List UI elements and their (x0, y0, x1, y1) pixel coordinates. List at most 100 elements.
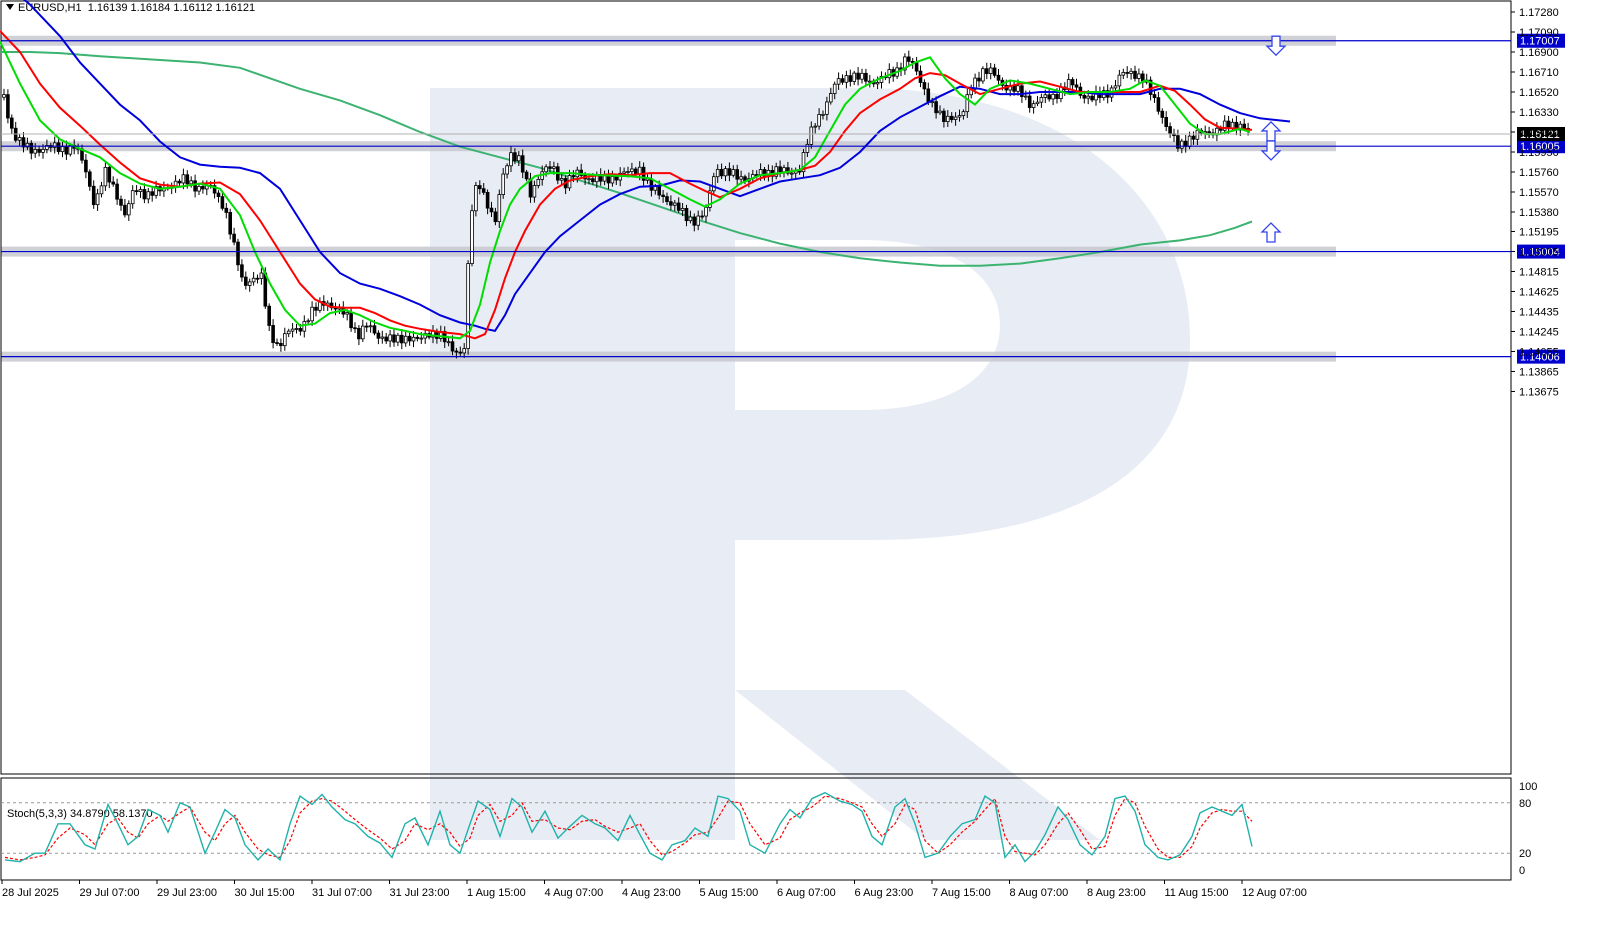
candle-body (1207, 131, 1211, 134)
candle (969, 84, 973, 99)
candle-body (829, 93, 833, 103)
candle-body (294, 328, 299, 330)
candle (692, 213, 697, 232)
candle (17, 134, 22, 147)
candle-body (614, 176, 619, 181)
candle (396, 332, 400, 347)
candle-body (1133, 70, 1137, 79)
candle-body (680, 208, 685, 211)
candle-body (127, 203, 131, 216)
candle-body (946, 115, 950, 123)
candle-body (832, 83, 837, 94)
candle-body (868, 80, 872, 83)
candle-body (692, 216, 697, 226)
candle-body (1016, 85, 1020, 92)
candle-body (212, 185, 217, 194)
candle-body (988, 67, 993, 74)
candle (247, 278, 252, 292)
candle-body (349, 312, 353, 329)
candle-body (688, 216, 693, 222)
candle-body (879, 75, 884, 83)
candle-body (267, 305, 271, 326)
candle-body (903, 56, 907, 71)
candle-body (130, 190, 135, 205)
candle-body (99, 185, 104, 195)
candle (988, 63, 993, 80)
level-price-label: 1.15004 (1520, 247, 1560, 259)
y-tick-label: 1.16330 (1519, 107, 1559, 119)
candle-body (715, 168, 720, 178)
candle-body (723, 168, 728, 177)
candle (1156, 91, 1161, 115)
candle (376, 330, 381, 345)
candle (489, 201, 494, 217)
candle (813, 123, 817, 134)
candle-body (134, 190, 139, 193)
candle (903, 53, 907, 75)
candle-body (622, 171, 626, 174)
candle-body (251, 277, 256, 283)
candle-body (996, 74, 1001, 81)
candle-body (259, 272, 264, 279)
x-tick-label: 8 Aug 07:00 (1010, 887, 1069, 899)
candle (1039, 93, 1044, 108)
candle (224, 203, 229, 219)
candle (403, 331, 408, 347)
candle-body (150, 191, 155, 196)
candle-body (454, 350, 459, 353)
candle (127, 200, 131, 221)
candle-body (95, 193, 100, 206)
current-price-label: 1.16121 (1520, 129, 1560, 141)
x-tick-label: 8 Aug 23:00 (1087, 887, 1146, 899)
candle-body (836, 78, 841, 85)
candle (712, 172, 716, 196)
candle (275, 338, 279, 346)
candle-body (630, 168, 634, 172)
chart-header: EURUSD,H1 1.16139 1.16184 1.16112 1.1612… (6, 2, 255, 14)
candle-body (544, 166, 548, 173)
candle (107, 164, 112, 189)
candle (251, 271, 256, 286)
x-tick-label: 12 Aug 07:00 (1242, 887, 1307, 899)
level-price-label: 1.14006 (1520, 352, 1560, 364)
candle-body (1129, 70, 1133, 74)
candle-body (415, 336, 420, 339)
candle-body (364, 325, 369, 328)
y-tick-label: 1.13675 (1519, 386, 1559, 398)
candle (450, 335, 455, 356)
stoch-y-label: 80 (1519, 798, 1531, 810)
candle-body (154, 186, 158, 196)
stochastic-panel: 100 80 20 0 (1, 781, 1537, 877)
close-value: 1.16121 (215, 2, 256, 14)
candle-body (559, 178, 564, 181)
candle-body (181, 174, 186, 184)
candle-body (1086, 95, 1091, 99)
candle-body (306, 320, 310, 323)
candle-body (111, 181, 116, 185)
ma-long (0, 51, 1253, 267)
candle-body (388, 334, 392, 342)
stoch-y-label: 0 (1519, 865, 1525, 877)
candle (700, 210, 704, 220)
candle (111, 176, 116, 187)
dropdown-triangle-icon[interactable] (6, 4, 14, 10)
y-tick-label: 1.15380 (1519, 207, 1559, 219)
watermark-logo (430, 88, 1190, 840)
candle (985, 62, 989, 80)
candle-body (665, 196, 669, 203)
candle-body (45, 145, 49, 150)
candle-body (1121, 72, 1126, 76)
level-price-tag (1517, 244, 1565, 259)
candle (115, 178, 119, 205)
candle-body (107, 166, 112, 183)
candle-body (407, 335, 412, 342)
candle-body (481, 188, 486, 193)
candle (142, 183, 147, 204)
candle-body (1024, 95, 1028, 98)
candle-body (684, 208, 689, 222)
candle (860, 68, 864, 84)
candle (934, 96, 938, 119)
candle-body (852, 72, 856, 82)
candle-body (146, 191, 151, 200)
